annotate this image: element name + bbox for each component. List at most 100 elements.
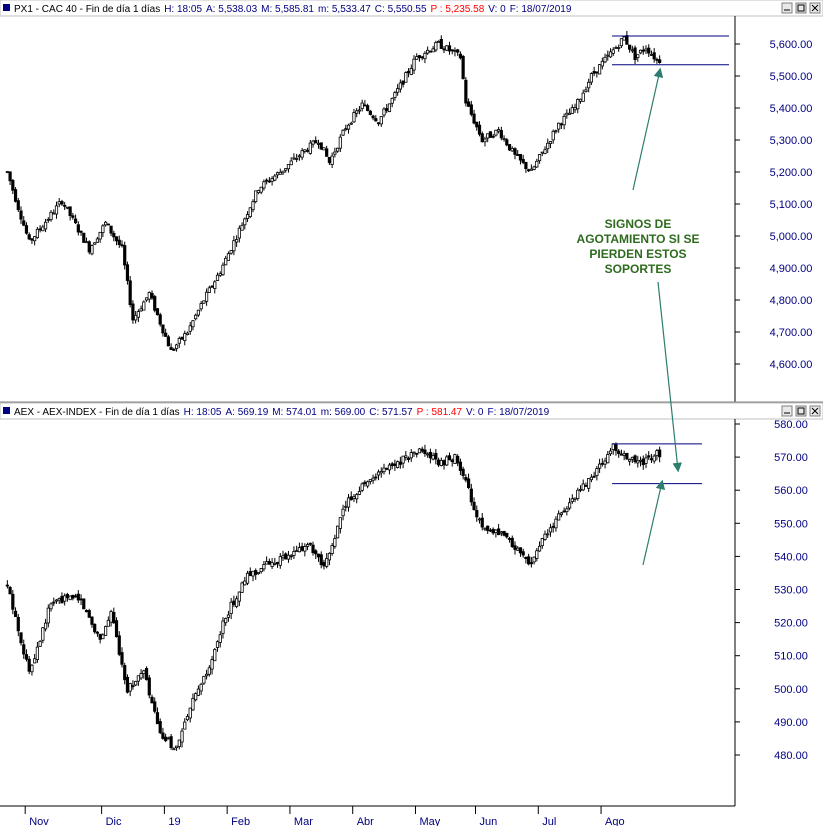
candle-body [477,518,482,521]
candle-body [278,171,282,175]
bottom-y-axis: 580.00 570.00 560.00 550.00 540.00 530.00 520.… [735,419,808,762]
candle-body [505,139,509,146]
candle-body [265,179,269,182]
candle-body [349,122,353,125]
candle-body [532,166,536,170]
candle-body [196,688,201,696]
candle-body [27,658,31,672]
candle-body [565,508,569,513]
candle-body [431,455,435,460]
candle-body [390,97,394,104]
minimize-icon[interactable] [781,405,793,417]
y-tick-label: 500.00 [774,684,808,696]
candle-body [647,47,651,54]
candle-body [232,600,236,605]
candle-body [565,112,569,116]
annotation-line-1: SIGNOS DE [605,217,672,231]
candle-body [535,550,539,559]
candle-body [22,220,26,226]
candle-body [540,151,544,154]
y-tick-label: 5,000.00 [770,231,813,243]
candle-body [325,148,329,157]
candle-body [567,502,572,509]
candle-body [603,56,607,63]
candle-body [218,273,222,276]
candle-body [524,556,528,559]
candle-body [199,303,203,310]
candle-body [633,455,637,463]
candle-body [366,481,370,487]
y-tick-label: 4,700.00 [770,327,813,339]
candle-body [84,609,89,613]
top-window-controls [781,2,821,14]
candle-body [153,701,157,712]
minimize-icon[interactable] [781,2,793,14]
candle-body [79,230,83,233]
candle-body [393,92,397,98]
candle-body [404,72,408,83]
candle-body [603,460,607,465]
candle-body [71,594,75,599]
candle-body [161,324,165,334]
candle-body [52,212,56,215]
top-panel: PX1 - CAC 40 - Fin de día 1 días H: 18:05… [0,0,823,402]
candle-body [204,673,209,677]
candle-body [84,241,89,244]
annotation-line-2: AGOTAMIENTO SI SE [577,232,700,246]
candle-body [98,231,102,240]
candle-body [551,130,555,141]
candle-body [30,664,34,673]
candle-body [68,595,72,601]
candle-body [335,525,340,539]
candle-body [401,80,405,85]
candle-body [385,467,389,470]
candle-body [573,497,577,500]
candle-body [204,291,209,302]
maximize-icon[interactable] [795,2,807,14]
candle-body [316,143,321,145]
candle-body [87,241,91,253]
x-tick-label: 19 [168,816,180,826]
candle-body [333,538,337,547]
candle-body [636,54,640,58]
candle-body [647,455,651,458]
candle-body [406,70,411,74]
candle-body [570,498,574,502]
candle-body [499,130,503,139]
candle-body [450,459,454,463]
candle-body [510,537,514,547]
candle-body [548,527,553,533]
candle-body [387,464,392,471]
candle-body [617,450,621,455]
candle-body [256,572,261,575]
annotation-line-3: PIERDEN ESTOS [589,247,686,261]
candle-body [188,707,192,719]
candle-body [235,598,239,607]
candle-body [139,308,143,312]
candle-body [543,149,547,155]
candle-body [297,547,301,553]
candle-body [131,303,135,321]
candle-body [11,593,15,610]
candle-body [281,170,285,174]
candle-body [27,234,31,240]
x-tick-label: Nov [29,816,49,826]
candle-body [308,142,312,154]
candle-body [576,489,580,499]
candle-body [273,175,277,181]
annotation-arrow [632,67,664,191]
maximize-icon[interactable] [795,405,807,417]
candle-body [11,179,15,191]
candle-body [614,47,618,49]
candle-body [319,554,323,566]
candle-body [554,518,558,529]
candle-body [41,627,45,641]
candle-body [54,599,59,602]
candle-body [63,204,67,207]
candle-body [445,456,449,466]
candle-body [303,149,307,152]
candle-body [557,122,561,130]
candle-body [136,675,140,682]
candle-body [38,640,42,647]
candle-body [54,205,59,215]
